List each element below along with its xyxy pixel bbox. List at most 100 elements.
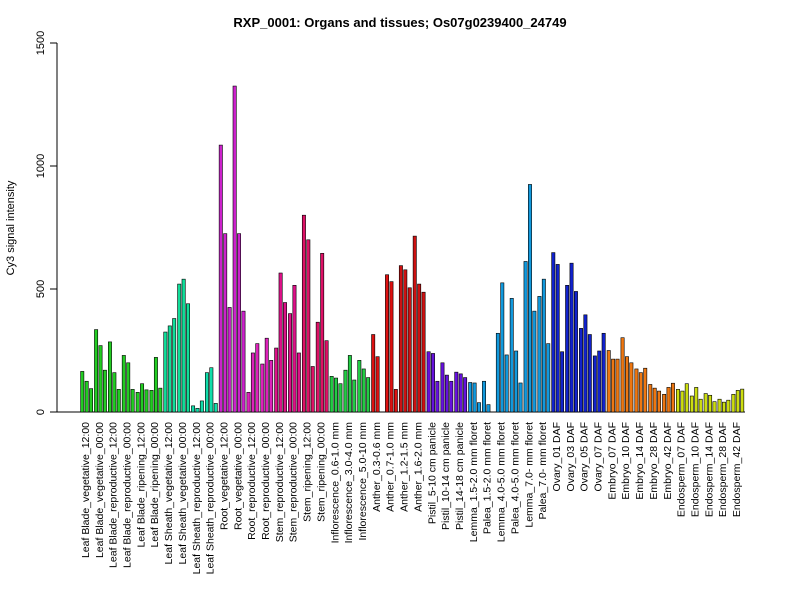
bar [144,389,149,413]
x-tick-label: Leaf Blade_reproductive_00:00 [121,422,133,568]
bar [735,390,740,413]
bar [310,366,315,413]
bar [84,380,89,413]
bar [652,387,657,413]
bar [708,394,713,413]
bar [537,296,542,413]
x-tick-label: Lemma_4.0-5.0 mm floret [496,422,508,542]
x-tick-label: Pistil_14-18 cm panicle [454,422,466,530]
bar [495,332,500,413]
x-tick-label: Anther_1.2-1.5 mm [399,422,411,512]
bar [223,233,228,413]
bar [546,343,551,413]
bar [94,329,99,413]
x-tick-label: Endosperm_14 DAF [703,422,715,517]
bar [116,389,121,413]
bar [108,341,112,413]
bar [676,389,680,413]
x-tick-label: Embryo_14 DAF [634,422,646,500]
bar [172,318,177,413]
bar [140,383,145,413]
x-tick-labels: Leaf Blade_vegetative_12:00 Leaf Blade_ve… [80,422,743,575]
bar [296,352,301,413]
x-tick-label: Root_reproductive_12:00 [246,422,258,540]
bar [731,393,736,413]
x-tick-label: Inflorescence_0.6-1.0 mm [329,422,341,544]
bar [597,350,602,413]
bar [130,389,135,413]
bar [583,314,588,413]
bar [601,332,606,413]
x-tick-label: Inflorescence_5.0-10 mm [357,422,369,541]
bar [102,369,107,413]
bar [573,291,578,413]
bar [89,388,94,413]
bar [611,358,616,413]
bar [698,398,703,413]
x-tick-label: Anther_0.7-1.0 mm [385,422,397,512]
x-tick-label: Leaf Blade_vegetative_00:00 [94,422,106,558]
x-tick-label: Leaf Blade_reproductive_12:00 [108,422,120,568]
bar [444,374,449,413]
x-tick-label: Embryo_07 DAF [606,422,618,500]
bar [375,356,380,413]
bar [315,321,320,413]
x-tick-label: Stem_ripening_00:00 [315,422,327,522]
bar [278,272,283,413]
bar [482,380,486,413]
bar [199,400,204,413]
bar [670,382,675,413]
bar [177,283,182,413]
bar [269,360,274,413]
x-tick-label: Lemma_7.0- mm floret [523,422,535,528]
x-tick-label: Leaf Blade_vegetative_12:00 [80,422,92,558]
bar [629,362,634,413]
bar [121,355,126,413]
bar [334,377,338,413]
bar [435,380,440,413]
x-tick-label: Inflorescence_3.0-4.0 mm [343,422,355,544]
bar [569,262,574,413]
x-tick-label: Leaf Sheath_vegetative_12:00 [163,422,175,565]
x-tick-label: Embryo_10 DAF [620,422,632,500]
x-tick-label: Lemma_1.5-2.0 mm floret [468,422,480,542]
bar [237,233,241,413]
bar [468,382,473,413]
x-tick-label: Endosperm_10 DAF [690,422,702,517]
bar [264,337,269,413]
bar [662,393,667,413]
bar [703,393,708,413]
x-tick-label: Leaf Blade_ripening_12:00 [135,422,147,548]
bar [338,383,343,413]
bar [398,265,403,413]
bar [98,345,103,413]
bar [740,388,745,413]
x-tick-label: Stem_reproductive_12:00 [274,422,286,542]
bar [638,372,643,413]
bar [320,253,325,413]
x-tick-label: Stem_ripening_12:00 [302,422,314,522]
bar [343,369,348,413]
bar [421,291,426,413]
bar [191,405,196,413]
bar [232,85,237,413]
bar [357,360,362,413]
bar [274,347,279,413]
bar [555,264,560,413]
x-tick-label: Root_vegetative_12:00 [218,422,230,530]
bar [347,355,352,413]
bar [209,367,214,413]
bar [514,350,519,413]
x-tick-label: Embryo_28 DAF [648,422,660,500]
bar [579,328,583,413]
bar [532,310,537,413]
y-tick-label: 500 [35,280,47,298]
bar [486,404,491,413]
chart-title: RXP_0001: Organs and tissues; Os07g02394… [233,15,566,30]
bar [385,274,389,413]
x-tick-label: Leaf Sheath_reproductive_00:00 [205,422,217,575]
bar [288,313,293,413]
bar [366,377,371,413]
bar [565,285,570,413]
